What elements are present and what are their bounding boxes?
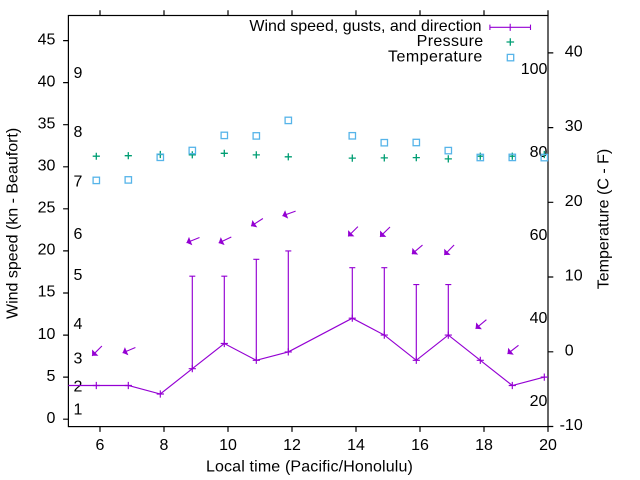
- svg-text:40: 40: [530, 310, 548, 327]
- svg-text:100: 100: [521, 61, 548, 78]
- svg-text:35: 35: [38, 115, 56, 132]
- svg-text:1: 1: [74, 402, 83, 419]
- svg-text:7: 7: [74, 174, 83, 191]
- svg-text:6: 6: [74, 226, 83, 243]
- svg-text:15: 15: [38, 284, 56, 301]
- svg-text:5: 5: [46, 368, 55, 385]
- svg-text:20: 20: [539, 437, 557, 454]
- svg-text:0: 0: [46, 410, 55, 427]
- svg-text:Local time (Pacific/Honolulu): Local time (Pacific/Honolulu): [206, 459, 413, 476]
- svg-text:8: 8: [160, 437, 169, 454]
- svg-text:18: 18: [475, 437, 493, 454]
- svg-text:10: 10: [38, 326, 56, 343]
- svg-text:20: 20: [38, 242, 56, 259]
- svg-text:60: 60: [530, 227, 548, 244]
- svg-text:Wind speed (kn - Beaufort): Wind speed (kn - Beaufort): [4, 128, 21, 319]
- svg-text:8: 8: [74, 124, 83, 141]
- svg-text:30: 30: [565, 118, 583, 135]
- svg-text:14: 14: [347, 437, 365, 454]
- svg-text:40: 40: [565, 43, 583, 60]
- svg-text:2: 2: [74, 378, 83, 395]
- svg-text:40: 40: [38, 73, 56, 90]
- svg-text:16: 16: [411, 437, 429, 454]
- svg-text:10: 10: [565, 268, 583, 285]
- svg-text:5: 5: [74, 267, 83, 284]
- svg-text:30: 30: [38, 158, 56, 175]
- svg-text:4: 4: [74, 316, 83, 333]
- svg-text:45: 45: [38, 31, 56, 48]
- svg-text:Temperature: Temperature: [388, 48, 483, 65]
- svg-text:10: 10: [219, 437, 237, 454]
- svg-text:80: 80: [530, 144, 548, 161]
- svg-text:0: 0: [565, 342, 574, 359]
- svg-text:25: 25: [38, 200, 56, 217]
- svg-text:3: 3: [74, 351, 83, 368]
- svg-text:Wind speed, gusts, and directi: Wind speed, gusts, and direction: [249, 18, 481, 35]
- svg-text:20: 20: [565, 193, 583, 210]
- svg-text:-10: -10: [560, 417, 583, 434]
- svg-text:Pressure: Pressure: [417, 33, 484, 50]
- svg-text:Temperature (C - F): Temperature (C - F): [596, 149, 613, 289]
- svg-text:20: 20: [530, 393, 548, 410]
- svg-text:6: 6: [96, 437, 105, 454]
- svg-text:12: 12: [283, 437, 301, 454]
- svg-text:9: 9: [74, 65, 83, 82]
